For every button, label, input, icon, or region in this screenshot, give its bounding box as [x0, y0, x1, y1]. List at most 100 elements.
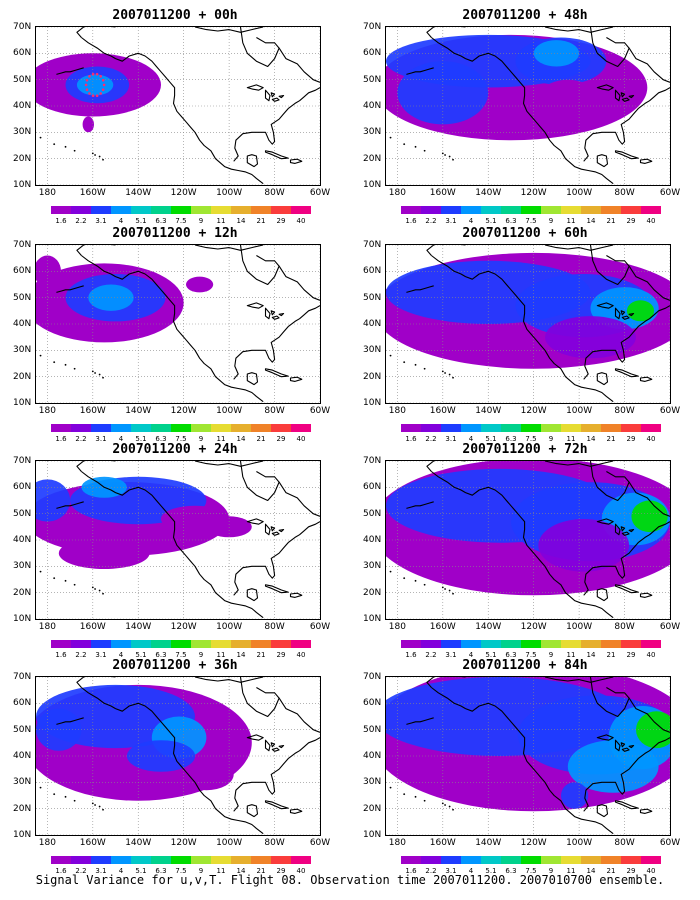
map-canvas	[36, 677, 320, 835]
island	[64, 363, 67, 366]
colorbar-swatch	[441, 856, 461, 864]
lon-label: 120W	[520, 406, 547, 416]
map-canvas	[386, 677, 670, 835]
signal-variance-map	[35, 26, 321, 186]
panel-title: 2007011200 + 36h	[112, 658, 238, 673]
coastline	[246, 154, 259, 168]
lon-label: 140W	[125, 838, 152, 848]
colorbar-label: 9	[198, 435, 204, 443]
colorbar-swatch	[521, 424, 541, 432]
colorbar-label: 3.1	[445, 217, 457, 225]
island	[403, 143, 406, 146]
coastline	[278, 94, 285, 99]
signal-variance-map	[35, 676, 321, 836]
island	[423, 583, 426, 586]
map-panel: 2007011200 + 48h 70N 60N 50N 40N 30N 20N 10N 180…	[363, 8, 680, 225]
variance-contour	[397, 61, 489, 125]
colorbar-label: 1.6	[405, 867, 417, 875]
island	[39, 136, 42, 139]
colorbar-swatch	[171, 206, 191, 214]
colorbar-swatch	[171, 424, 191, 432]
colorbar-label: 14	[236, 217, 246, 225]
map-panel: 2007011200 + 36h 70N 60N 50N 40N 30N 20N 10N 180…	[13, 658, 330, 875]
colorbar-label: 2.2	[75, 867, 87, 875]
flight-track-point	[99, 92, 102, 95]
map-canvas	[386, 245, 670, 403]
colorbar-swatch	[271, 424, 291, 432]
variance-contour	[126, 740, 196, 772]
lat-label: 50N	[363, 292, 382, 303]
coastline	[246, 372, 259, 386]
lat-label: 10N	[363, 614, 382, 624]
colorbar-label: 11	[216, 217, 226, 225]
island	[423, 149, 426, 152]
colorbar-label: 29	[276, 651, 286, 659]
colorbar-swatch	[481, 640, 501, 648]
island	[94, 372, 96, 374]
panel-title: 2007011200 + 00h	[112, 8, 238, 23]
coastline	[194, 27, 264, 33]
panel-title: 2007011200 + 24h	[112, 442, 238, 457]
colorbar-label: 3.1	[445, 651, 457, 659]
coastline	[406, 717, 434, 725]
island	[448, 155, 451, 158]
colorbar-swatch	[171, 856, 191, 864]
colorbar-swatch	[521, 640, 541, 648]
coastline	[278, 265, 320, 301]
coastline	[270, 742, 276, 748]
signal-variance-map	[35, 244, 321, 404]
lon-label: 180	[38, 838, 56, 848]
coastline	[596, 302, 614, 309]
lon-label: 120W	[520, 622, 547, 632]
colorbar-swatch	[51, 424, 71, 432]
coastline	[81, 255, 264, 403]
coastline	[233, 87, 320, 162]
lat-label: 70N	[13, 240, 32, 250]
coastline	[614, 150, 639, 160]
colorbar-swatch	[271, 206, 291, 214]
coastline	[639, 158, 653, 164]
coastline	[621, 531, 630, 536]
colorbar-label: 14	[236, 867, 246, 875]
map-canvas	[386, 27, 670, 185]
colorbar-label: 7.5	[525, 217, 537, 225]
colorbar-label: 7.5	[525, 651, 537, 659]
coastline	[233, 737, 320, 812]
lat-label: 40N	[13, 319, 32, 329]
island	[448, 805, 451, 808]
variance-contour	[626, 300, 655, 322]
flight-track-point	[101, 88, 105, 91]
colorbar-swatch	[211, 856, 231, 864]
lat-label: 70N	[363, 672, 382, 682]
lat-label: 20N	[13, 153, 32, 164]
signal-variance-map	[35, 460, 321, 620]
lon-label: 60W	[309, 188, 331, 198]
lon-label: 60W	[309, 622, 331, 632]
coastline	[246, 734, 264, 741]
colorbar-swatch	[111, 424, 131, 432]
colorbar-swatch	[441, 640, 461, 648]
lat-label: 70N	[13, 456, 32, 466]
coastline	[628, 265, 670, 301]
lat-label: 60N	[13, 48, 32, 59]
lon-label: 180	[38, 406, 56, 416]
coastline	[239, 461, 280, 502]
colorbar-label: 40	[646, 217, 656, 225]
coastline	[81, 37, 264, 185]
lat-label: 10N	[363, 180, 382, 190]
lon-label: 120W	[170, 622, 197, 632]
panel-title: 2007011200 + 48h	[462, 8, 588, 23]
colorbar-label: 40	[646, 435, 656, 443]
colorbar-swatch	[561, 206, 581, 214]
lat-label: 40N	[13, 751, 32, 761]
colorbar-swatch	[231, 856, 251, 864]
lat-label: 40N	[363, 751, 382, 761]
lat-label: 50N	[13, 292, 32, 303]
lat-label: 50N	[13, 74, 32, 85]
colorbar-label: 4	[118, 651, 124, 659]
lon-label: 140W	[125, 622, 152, 632]
coastline	[628, 312, 635, 317]
colorbar-label: 4	[118, 435, 124, 443]
colorbar-swatch	[211, 424, 231, 432]
colorbar-label: 6.3	[505, 435, 517, 443]
